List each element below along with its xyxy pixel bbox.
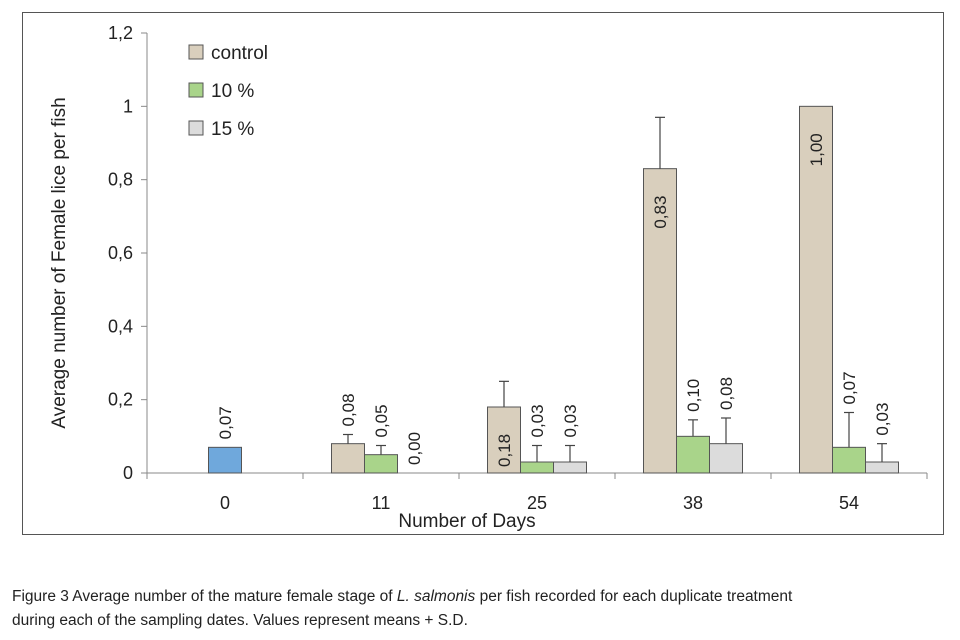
caption-text-start: Figure 3 Average number of the mature fe… [12,588,397,605]
data-label: 0,05 [372,404,391,437]
caption-text-end: per fish recorded for each duplicate tre… [475,588,793,605]
data-label: 0,00 [405,432,424,465]
data-label: 0,03 [561,404,580,437]
y-tick-label: 0,2 [108,390,133,410]
data-label: 0,83 [651,196,670,229]
bar [553,461,587,474]
data-label: 1,00 [807,133,826,166]
chart-frame: 0 0,2 0,4 0,6 0,8 1 1,2 0 11 25 38 54 Number of Days… [22,12,944,535]
caption-species: L. salmonis [396,588,476,605]
bar [643,168,677,474]
bar [364,454,398,474]
bar [709,443,743,474]
legend-swatch [188,120,204,136]
data-label: 0,18 [495,434,514,467]
bar [865,461,899,474]
x-tick-label: 11 [372,493,391,513]
bar [676,435,710,474]
y-tick-label: 0,8 [108,170,133,190]
data-label: 0,10 [684,379,703,412]
bar [520,461,554,474]
x-tick-label: 54 [839,493,859,513]
legend-label: 15 % [211,119,254,140]
y-tick-label: 0,6 [108,243,133,263]
data-label: 0,07 [216,406,235,439]
legend-swatch [188,44,204,60]
y-tick-label: 1 [123,96,133,116]
data-label: 0,03 [528,404,547,437]
bar [208,446,242,474]
data-label: 0,08 [339,393,358,426]
y-axis-title: Average number of Female lice per fish [49,97,70,428]
x-tick-label: 0 [220,493,230,513]
figure-caption: Figure 3 Average number of the mature fe… [12,585,952,633]
bar [331,443,365,474]
y-tick-label: 0,4 [108,316,133,336]
data-label: 0,03 [873,403,892,436]
data-label: 0,08 [717,377,736,410]
x-tick-label: 25 [527,493,547,513]
x-axis-title: Number of Days [398,511,535,532]
bar [799,105,833,474]
data-label: 0,07 [840,371,859,404]
bar-chart: 0 0,2 0,4 0,6 0,8 1 1,2 0 11 25 38 54 Number of Days… [49,23,928,532]
bar [832,446,866,474]
caption-line-2: during each of the sampling dates. Value… [12,612,468,629]
legend-swatch [188,82,204,98]
y-tick-label: 0 [123,463,133,483]
legend-label: control [211,43,268,64]
legend-label: 10 % [211,81,254,102]
y-tick-label: 1,2 [108,23,133,43]
x-tick-label: 38 [683,493,703,513]
